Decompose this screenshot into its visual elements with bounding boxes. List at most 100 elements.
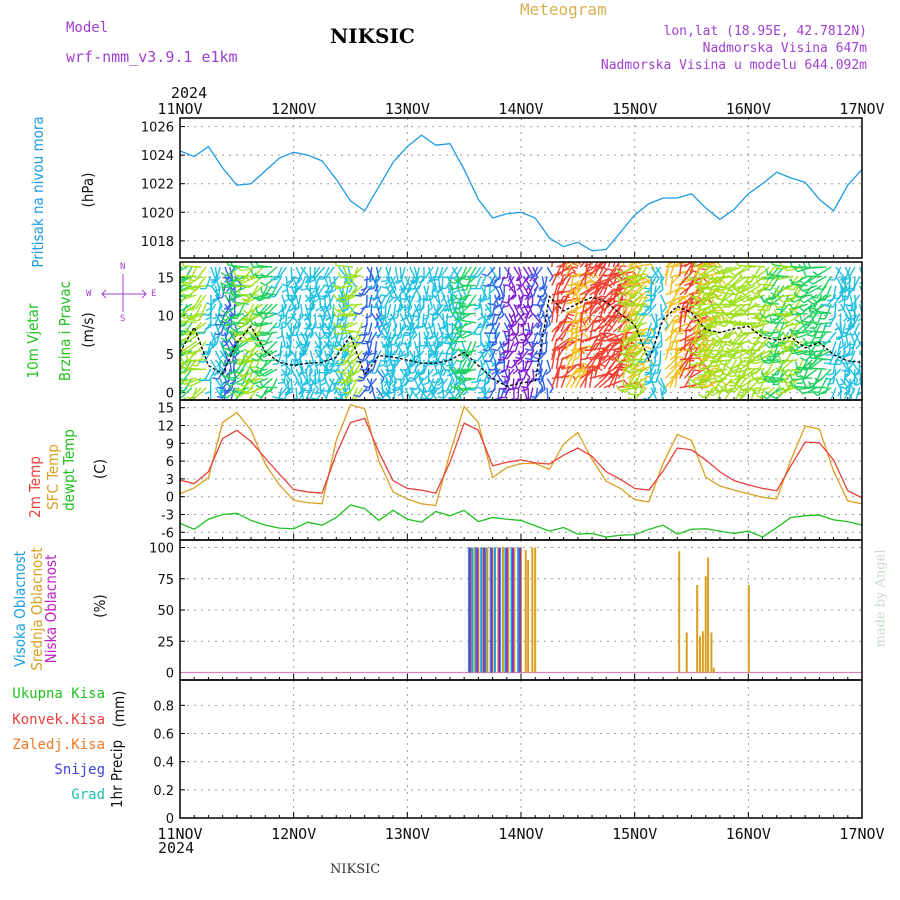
- wind-barb: [622, 359, 629, 379]
- wind-barb-feather: [679, 287, 686, 291]
- wind-barb: [245, 377, 264, 383]
- wind-barb: [345, 294, 363, 298]
- wind-barb-feather: [378, 364, 385, 368]
- wind-barb-feather: [477, 325, 484, 329]
- wind-barb-feather: [399, 401, 404, 405]
- wind-barb-feather: [292, 401, 297, 404]
- x-tick-label-bottom: 12NOV: [271, 825, 316, 843]
- wind-barb-feather: [614, 246, 620, 247]
- wind-barb-feather: [719, 323, 726, 328]
- wind-barb-feather: [180, 313, 185, 319]
- wind-barb: [702, 349, 706, 370]
- wind-barb-feather: [514, 304, 521, 307]
- wind-barb: [400, 368, 411, 381]
- wind-barb-feather: [558, 299, 566, 303]
- wind-barb-feather: [661, 390, 668, 396]
- wind-barb-feather: [750, 316, 757, 320]
- wind-barb-feather: [724, 312, 730, 319]
- wind-barb: [476, 266, 487, 278]
- wind-barb-feather: [333, 397, 341, 400]
- compass-north: N: [120, 262, 126, 272]
- wind-barb-feather: [761, 295, 764, 303]
- wind-barb: [524, 313, 529, 325]
- wind-barb-feather: [498, 314, 505, 320]
- wind-barb: [405, 359, 415, 372]
- wind-barb-feather: [337, 308, 342, 315]
- wind-barb: [660, 313, 669, 326]
- wind-barb: [619, 359, 638, 364]
- wind-barb: [737, 322, 756, 327]
- wind-barb: [551, 348, 557, 370]
- wind-barb-feather: [287, 294, 294, 298]
- wind-barb: [622, 262, 636, 277]
- wind-barb: [542, 294, 548, 306]
- wind-barb-feather: [255, 306, 259, 313]
- wind-barb-feather: [803, 324, 807, 332]
- wind-barb-feather: [454, 324, 458, 331]
- wind-barb: [646, 322, 652, 337]
- wind-barb-feather: [415, 390, 421, 396]
- wind-barb: [331, 304, 335, 318]
- wind-barb-feather: [725, 317, 730, 324]
- wind-barb-feather: [476, 396, 484, 400]
- wind-barb-feather: [699, 285, 706, 290]
- wind-barb-feather: [174, 292, 177, 297]
- wind-barb-feather: [730, 290, 736, 296]
- wind-barb-feather: [644, 382, 651, 386]
- wind-barb: [509, 341, 515, 352]
- wind-barb-feather: [844, 371, 850, 378]
- wind-barb: [739, 377, 756, 389]
- wind-barb-feather: [480, 401, 486, 403]
- wind-barb: [442, 387, 445, 400]
- wind-barb-feather: [730, 298, 736, 304]
- wind-barb: [210, 331, 217, 345]
- wind-barb: [180, 340, 183, 348]
- wind-barb: [829, 350, 837, 364]
- wind-barb-feather: [419, 344, 427, 347]
- wind-barb-feather: [711, 336, 716, 343]
- y-tick-label: 0.4: [153, 756, 174, 771]
- wind-barb: [260, 359, 273, 370]
- wind-barb-feather: [481, 273, 488, 277]
- wind-barb: [418, 303, 425, 317]
- wind-barb-feather: [249, 319, 254, 326]
- wind-barb: [631, 359, 650, 370]
- wind-barb-feather: [548, 313, 554, 320]
- wind-barb: [414, 368, 425, 380]
- wind-barb: [368, 322, 373, 335]
- wind-barb: [768, 377, 785, 384]
- wind-barb: [849, 368, 859, 381]
- wind-barb-feather: [272, 362, 279, 366]
- wind-barb-feather: [242, 297, 248, 304]
- wind-barb-feather: [775, 367, 782, 372]
- wind-barb: [710, 368, 728, 375]
- wind-barb: [770, 275, 780, 291]
- wind-barb: [574, 262, 578, 268]
- wind-barb: [496, 340, 505, 352]
- wind-barb: [385, 285, 397, 297]
- wind-barb-feather: [400, 354, 408, 357]
- wind-barb: [309, 378, 319, 390]
- wind-barb: [551, 321, 562, 342]
- wind-barb: [374, 266, 382, 281]
- wind-barb: [648, 331, 657, 345]
- wind-barb-feather: [422, 381, 429, 386]
- wind-barb: [584, 262, 589, 268]
- wind-barb: [188, 266, 198, 284]
- wind-barb: [225, 266, 240, 277]
- wind-barb: [744, 284, 761, 296]
- wind-barb: [386, 303, 392, 319]
- wind-barb-feather: [220, 315, 226, 322]
- wind-barb: [453, 266, 463, 280]
- wind-barb-feather: [277, 381, 285, 385]
- wind-barb-feather: [444, 307, 451, 312]
- wind-barb-feather: [380, 335, 388, 338]
- wind-barb: [555, 348, 561, 370]
- wind-barb: [813, 294, 827, 305]
- wind-barb-feather: [258, 330, 264, 337]
- wind-barb: [237, 387, 254, 398]
- wind-barb: [719, 303, 737, 309]
- wind-barb-feather: [174, 353, 178, 357]
- wind-barb: [319, 340, 330, 353]
- wind-barb: [385, 266, 391, 281]
